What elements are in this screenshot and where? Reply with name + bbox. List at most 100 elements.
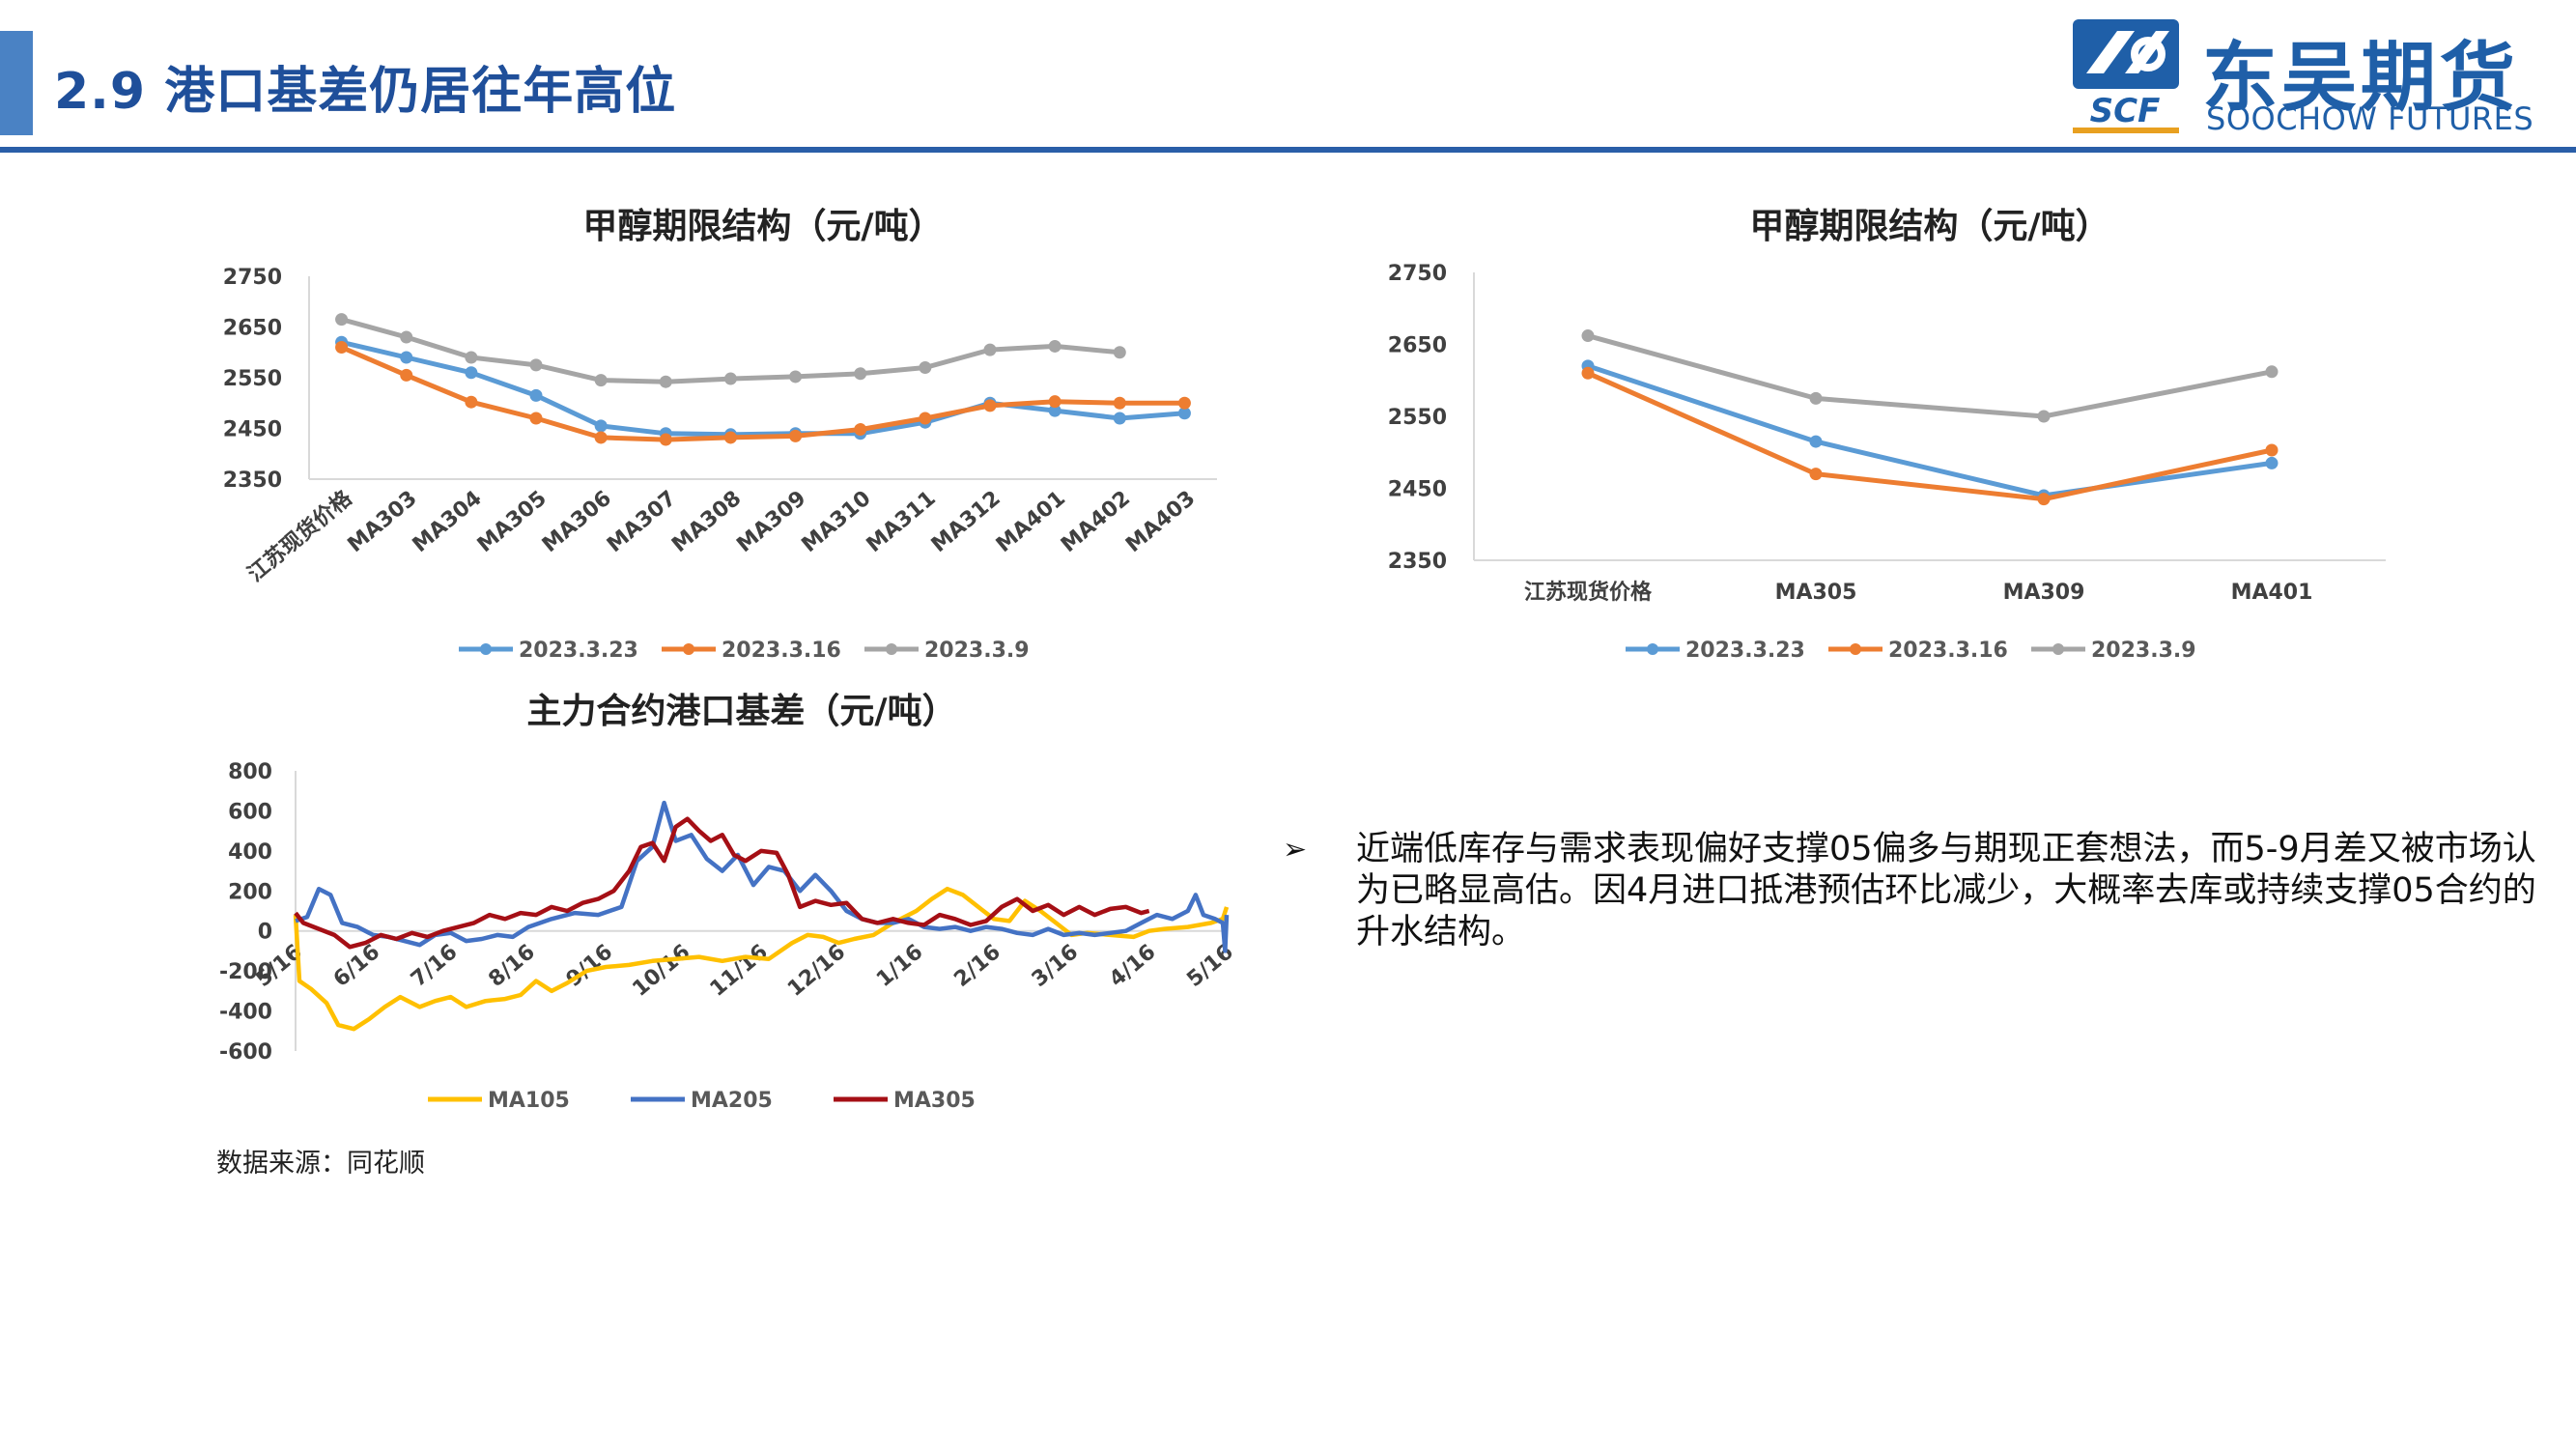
scf-logo-icon: SCF (2073, 19, 2179, 133)
data-point-0-1 (400, 351, 413, 364)
x-tick-label-6: 11/16 (706, 940, 773, 1002)
legend-label-2: 2023.3.9 (2091, 639, 2196, 663)
legend-marker-2 (886, 643, 897, 655)
logo-english-name: SOOCHOW FUTURES (2206, 100, 2534, 137)
data-point-1-5 (659, 433, 672, 446)
y-tick-label-2: 2550 (223, 367, 282, 391)
logo-abbr: SCF (2090, 92, 2161, 130)
y-tick-label-3: 2650 (1388, 334, 1447, 358)
x-tick-label-11: MA401 (992, 486, 1070, 557)
port-basis-chart: 主力合约港口基差（元/吨） -600 -400 -200 0 200 400 600 800 5/… (219, 692, 1238, 1113)
x-tick-label-5: 10/16 (628, 940, 694, 1002)
x-tick-label-12: 5/16 (1182, 940, 1237, 992)
data-point-0-12 (1113, 412, 1126, 425)
term-structure-chart-main: 甲醇期限结构（元/吨） 2350 2450 2550 2650 2750 江苏现货价格 MA3… (1388, 207, 2386, 663)
analysis-bullet: ➢ 近端低库存与需求表现偏好支撑05偏多与期现正套想法，而5-9月差又被市场认为… (1283, 829, 2540, 953)
x-tick-label-2: MA309 (2003, 581, 2085, 605)
x-tick-label-2: MA304 (409, 486, 487, 557)
data-point-0-3 (2265, 456, 2279, 469)
logo-chinese-name: 东吴期货 (2202, 35, 2520, 122)
data-point-1-2 (2037, 493, 2051, 506)
y-tick-label-0: 2350 (223, 469, 282, 493)
data-point-0-3 (529, 388, 543, 402)
header-divider (0, 147, 2576, 153)
series-line-1 (340, 345, 1185, 442)
x-tick-label-3: MA401 (2231, 581, 2313, 605)
x-tick-label-10: MA312 (927, 486, 1005, 557)
x-tick-label-5: MA307 (603, 486, 681, 557)
data-point-1-2 (465, 395, 478, 409)
data-point-2-1 (1809, 391, 1823, 405)
y-tick-label-0: -600 (219, 1040, 272, 1065)
y-tick-label-5: 400 (228, 840, 272, 865)
y-tick-label-1: 2450 (223, 418, 282, 442)
page-title: 2.9 港口基差仍居往年高位 (54, 63, 677, 121)
y-tick-label-4: 2750 (223, 266, 282, 290)
data-point-1-8 (854, 423, 867, 437)
data-point-2-1 (400, 330, 413, 344)
analysis-text: 近端低库存与需求表现偏好支撑05偏多与期现正套想法，而5-9月差又被市场认为已略… (1356, 830, 2536, 952)
series-line-1 (1586, 371, 2273, 502)
y-tick-label-4: 200 (228, 880, 272, 904)
x-tick-label-3: MA305 (473, 486, 552, 557)
x-tick-label-12: MA402 (1057, 486, 1135, 557)
data-point-1-3 (2265, 443, 2279, 457)
data-point-2-11 (1048, 339, 1062, 353)
y-tick-label-0: 2350 (1388, 550, 1447, 574)
x-tick-label-7: 12/16 (783, 940, 850, 1002)
x-tick-label-0: 江苏现货价格 (1524, 580, 1653, 605)
data-point-2-5 (659, 375, 672, 388)
x-tick-label-4: MA306 (538, 486, 616, 557)
y-tick-label-6: 600 (228, 800, 272, 824)
data-point-2-2 (2037, 410, 2051, 423)
chart-title: 甲醇期限结构（元/吨） (582, 207, 943, 246)
series-line-2 (294, 816, 1150, 950)
chart-title: 甲醇期限结构（元/吨） (1749, 207, 2109, 246)
series-line-1 (295, 800, 1230, 953)
legend-label-1: MA205 (691, 1089, 773, 1113)
data-point-1-4 (594, 431, 608, 444)
data-point-0-13 (1177, 407, 1191, 420)
chart-title: 主力合约港口基差（元/吨） (526, 692, 956, 731)
data-point-0-2 (465, 366, 478, 380)
data-point-1-13 (1177, 396, 1191, 410)
x-tick-label-1: MA303 (344, 486, 422, 557)
data-point-2-0 (1581, 329, 1595, 343)
series-line-0 (1587, 363, 2273, 498)
data-point-1-3 (529, 412, 543, 425)
legend-label-2: MA305 (893, 1089, 976, 1113)
data-point-1-7 (789, 429, 803, 442)
data-point-2-3 (529, 358, 543, 372)
y-tick-label-3: 2650 (223, 317, 282, 341)
data-point-2-4 (594, 374, 608, 387)
data-point-2-9 (919, 361, 932, 374)
x-tick-label-9: MA311 (863, 486, 941, 557)
series-line-2 (340, 317, 1120, 384)
y-tick-label-1: 2450 (1388, 478, 1447, 502)
x-tick-label-10: 3/16 (1028, 940, 1083, 992)
data-point-1-0 (335, 341, 349, 354)
x-tick-label-13: MA403 (1121, 486, 1200, 557)
title-accent-bar (0, 31, 33, 135)
y-tick-label-2: -200 (219, 960, 272, 984)
x-tick-label-9: 2/16 (949, 940, 1005, 992)
y-tick-label-3: 0 (258, 921, 272, 945)
data-point-1-9 (919, 412, 932, 425)
data-source: 数据来源：同花顺 (216, 1149, 425, 1179)
term-structure-chart-full: 甲醇期限结构（元/吨）23502450255026502750江苏现货价格MA3… (223, 207, 1217, 663)
data-point-2-2 (465, 351, 478, 364)
data-point-0-1 (1809, 435, 1823, 448)
data-point-2-0 (335, 313, 349, 327)
data-point-2-12 (1113, 346, 1126, 359)
legend-marker-1 (683, 643, 694, 655)
y-tick-label-4: 2750 (1388, 262, 1447, 286)
series-line-0 (341, 339, 1185, 438)
legend-label-1: 2023.3.16 (1888, 639, 2008, 663)
legend-marker-0 (480, 643, 492, 655)
x-tick-label-1: 6/16 (329, 940, 384, 992)
x-tick-label-11: 4/16 (1105, 940, 1160, 992)
data-point-2-6 (723, 372, 737, 385)
series-line-2 (1587, 333, 2273, 419)
legend-label-0: MA105 (488, 1089, 570, 1113)
data-point-2-8 (854, 367, 867, 381)
